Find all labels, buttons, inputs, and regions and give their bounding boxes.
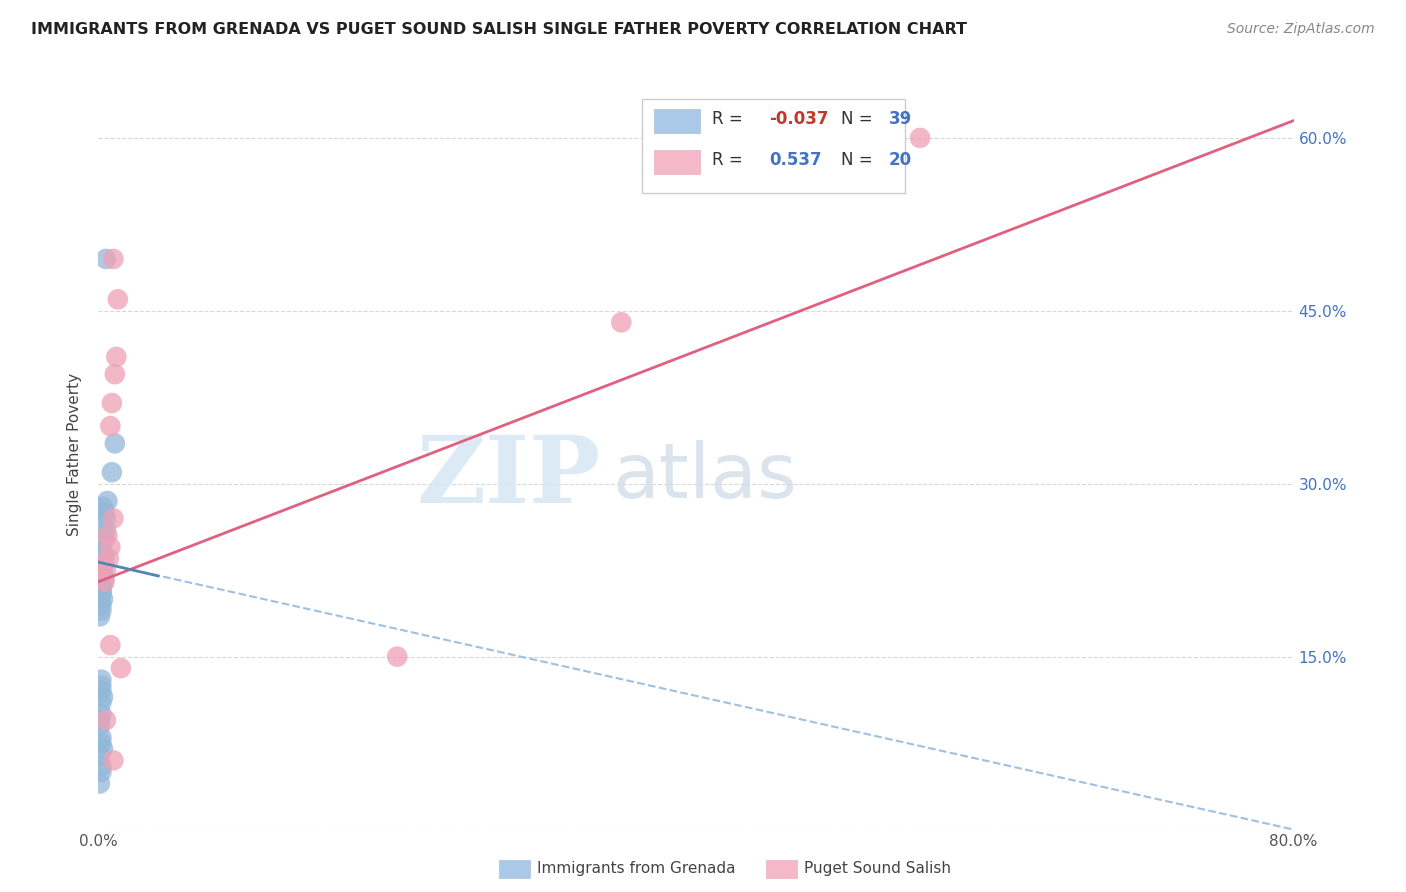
Point bbox=[91, 577, 114, 591]
FancyBboxPatch shape bbox=[654, 109, 700, 133]
Text: R =: R = bbox=[711, 111, 748, 128]
Point bbox=[90, 581, 112, 595]
Point bbox=[90, 586, 112, 600]
Point bbox=[98, 419, 122, 434]
Y-axis label: Single Father Poverty: Single Father Poverty bbox=[67, 374, 83, 536]
Point bbox=[101, 465, 124, 479]
Point bbox=[93, 528, 115, 542]
Point bbox=[103, 252, 125, 266]
Text: N =: N = bbox=[841, 111, 877, 128]
Point bbox=[101, 396, 124, 410]
Point bbox=[104, 368, 127, 382]
Point bbox=[385, 649, 409, 664]
Point bbox=[90, 764, 112, 779]
Point bbox=[94, 252, 117, 266]
Text: Immigrants from Grenada: Immigrants from Grenada bbox=[537, 862, 735, 876]
Text: N =: N = bbox=[841, 152, 877, 169]
Point bbox=[105, 350, 128, 364]
Point bbox=[91, 558, 114, 572]
Point bbox=[94, 713, 117, 727]
Point bbox=[94, 523, 117, 537]
Point bbox=[89, 609, 111, 624]
Point bbox=[103, 753, 125, 767]
Point bbox=[90, 759, 112, 773]
Point bbox=[90, 696, 112, 710]
Point bbox=[93, 551, 115, 566]
Point bbox=[90, 603, 112, 617]
Point bbox=[91, 742, 114, 756]
Point bbox=[104, 436, 127, 450]
Point bbox=[90, 583, 112, 598]
Point bbox=[91, 566, 114, 581]
Text: Source: ZipAtlas.com: Source: ZipAtlas.com bbox=[1227, 22, 1375, 37]
Point bbox=[97, 551, 120, 566]
Text: R =: R = bbox=[711, 152, 748, 169]
Point bbox=[96, 528, 118, 542]
Point bbox=[94, 511, 117, 525]
Point bbox=[98, 540, 122, 554]
Point bbox=[89, 719, 111, 733]
Point bbox=[93, 506, 115, 520]
Point bbox=[90, 586, 112, 600]
Point bbox=[89, 776, 111, 790]
Point bbox=[90, 736, 112, 750]
Text: 39: 39 bbox=[889, 111, 911, 128]
Point bbox=[98, 638, 122, 652]
Point bbox=[93, 571, 115, 585]
Text: ZIP: ZIP bbox=[416, 433, 600, 523]
Point bbox=[90, 707, 112, 722]
Text: 0.537: 0.537 bbox=[769, 152, 821, 169]
Point bbox=[110, 661, 132, 675]
FancyBboxPatch shape bbox=[654, 150, 700, 174]
Text: 20: 20 bbox=[889, 152, 911, 169]
Point bbox=[908, 131, 931, 145]
Point bbox=[90, 731, 112, 745]
Point bbox=[90, 678, 112, 692]
Point bbox=[93, 574, 115, 589]
Point bbox=[91, 534, 114, 549]
Text: IMMIGRANTS FROM GRENADA VS PUGET SOUND SALISH SINGLE FATHER POVERTY CORRELATION : IMMIGRANTS FROM GRENADA VS PUGET SOUND S… bbox=[31, 22, 967, 37]
Point bbox=[610, 315, 633, 329]
Point bbox=[89, 713, 111, 727]
Point bbox=[91, 500, 114, 514]
Point bbox=[103, 511, 125, 525]
Point bbox=[91, 592, 114, 607]
Point bbox=[107, 293, 129, 307]
FancyBboxPatch shape bbox=[643, 99, 905, 193]
Text: -0.037: -0.037 bbox=[769, 111, 828, 128]
Point bbox=[94, 563, 117, 577]
Point bbox=[89, 747, 111, 762]
Text: atlas: atlas bbox=[613, 441, 797, 515]
Point bbox=[91, 690, 114, 704]
Point bbox=[90, 598, 112, 612]
Point bbox=[90, 673, 112, 687]
Point bbox=[90, 684, 112, 698]
Point bbox=[91, 546, 114, 560]
Point bbox=[96, 494, 118, 508]
Point bbox=[91, 559, 114, 574]
Text: Puget Sound Salish: Puget Sound Salish bbox=[804, 862, 952, 876]
